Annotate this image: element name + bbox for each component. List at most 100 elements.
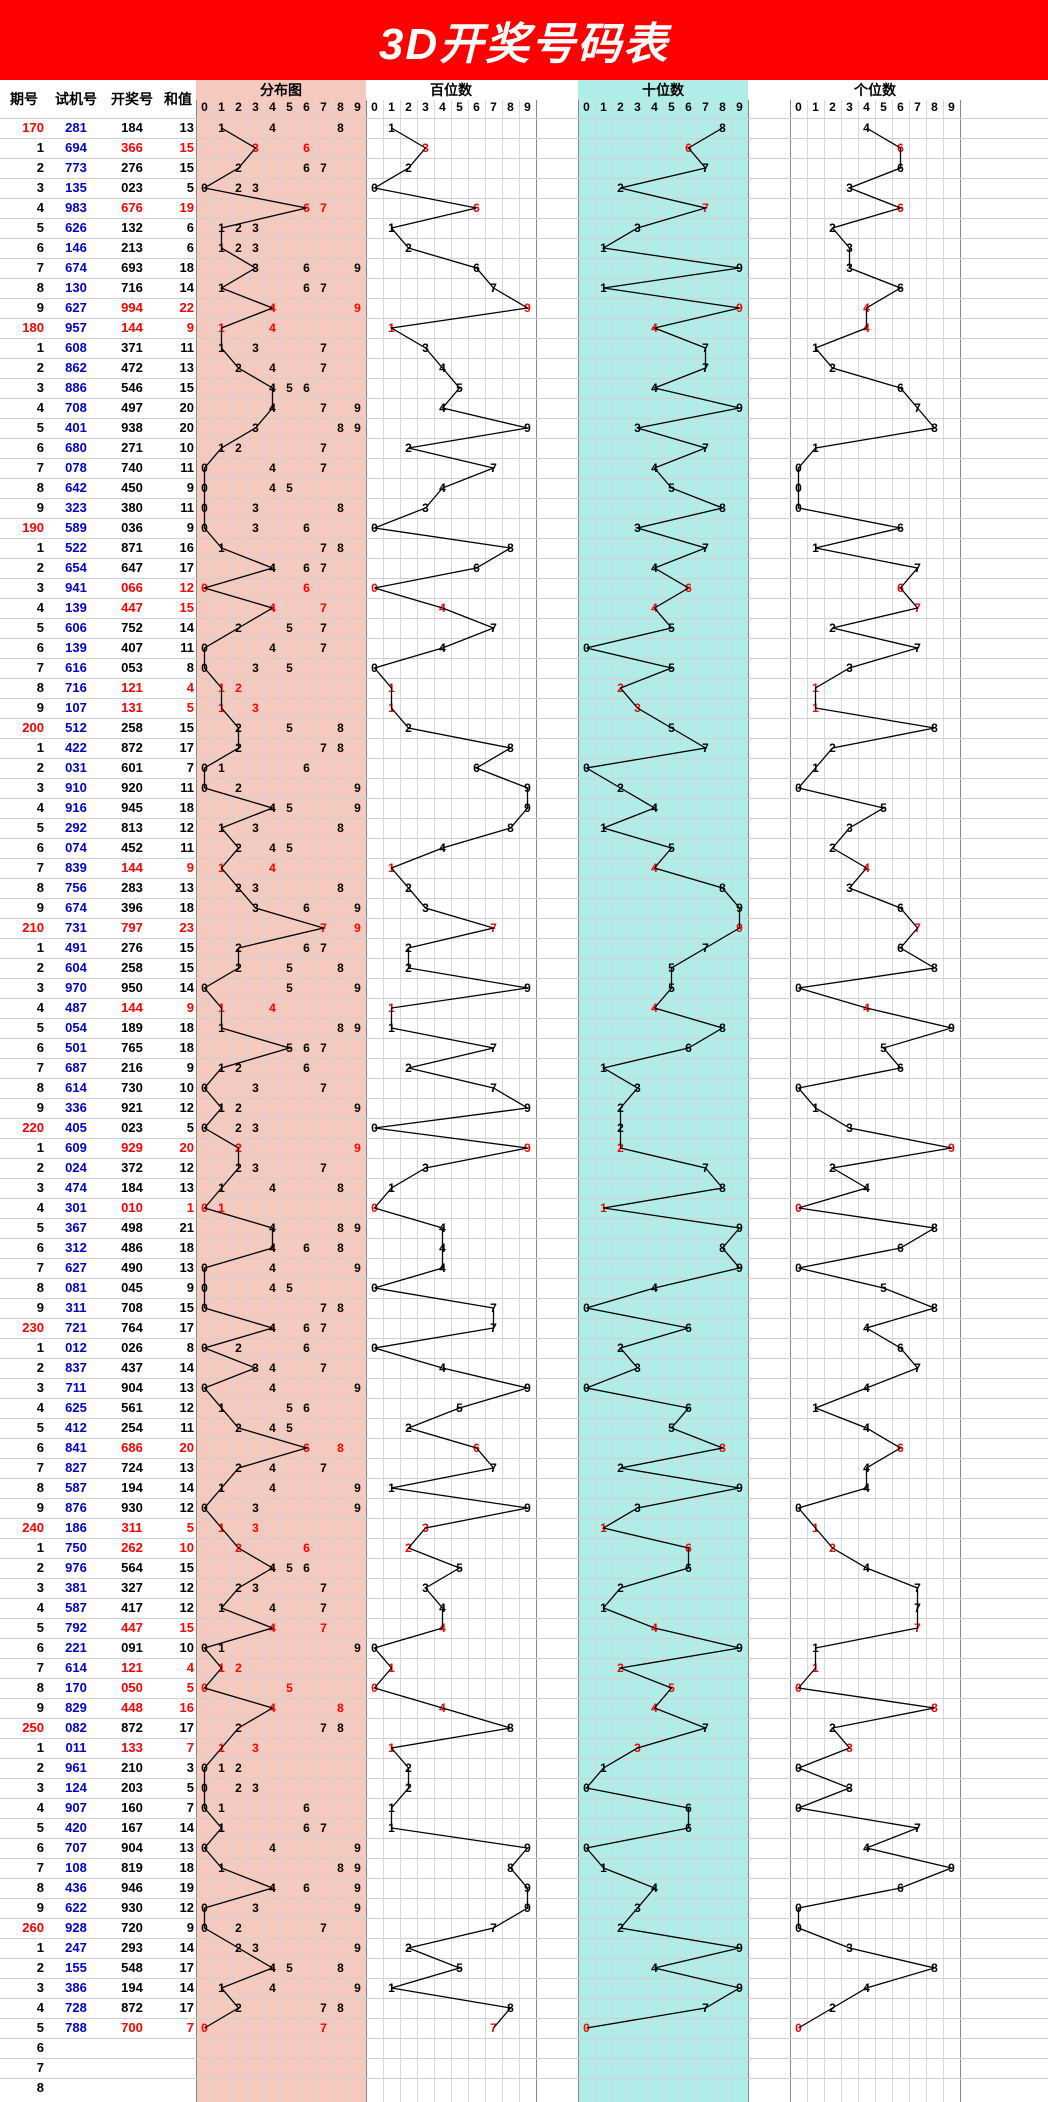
ge-digit: 2 <box>824 1158 841 1178</box>
cell-hezhi: 15 <box>160 718 196 738</box>
fenbu-digit: 4 <box>264 1978 281 1998</box>
cell-shiji: 708 <box>48 398 104 418</box>
hdr-digit: 6 <box>892 100 909 118</box>
cell-shiji: 011 <box>48 1738 104 1758</box>
ge-digit: 4 <box>858 858 875 878</box>
fenbu-digit: 7 <box>315 158 332 178</box>
fenbu-digit: 7 <box>315 198 332 218</box>
hdr-digit: 3 <box>247 100 264 118</box>
ge-digit: 8 <box>926 1698 943 1718</box>
cell-qihao: 9 <box>0 498 48 518</box>
cell-qihao: 2 <box>0 558 48 578</box>
hdr-digit: 2 <box>400 100 417 118</box>
cell-shiji: 301 <box>48 1198 104 1218</box>
cell-qihao: 7 <box>0 258 48 278</box>
shi-digit: 9 <box>731 918 748 938</box>
cell-shiji: 155 <box>48 1958 104 1978</box>
fenbu-digit: 2 <box>230 1138 247 1158</box>
cell-qihao: 7 <box>0 1858 48 1878</box>
cell-hezhi: 14 <box>160 618 196 638</box>
fenbu-digit: 0 <box>196 638 213 658</box>
bai-digit: 1 <box>383 678 400 698</box>
cell-qihao: 8 <box>0 2078 48 2098</box>
ge-digit: 0 <box>790 1498 807 1518</box>
cell-qihao: 3 <box>0 178 48 198</box>
shi-digit: 0 <box>578 2018 595 2038</box>
cell-qihao: 4 <box>0 598 48 618</box>
ge-digit: 9 <box>943 1138 960 1158</box>
cell-shiji: 731 <box>48 918 104 938</box>
cell-shiji: 654 <box>48 558 104 578</box>
hdr-digit: 3 <box>417 100 434 118</box>
ge-digit: 6 <box>892 578 909 598</box>
cell-kaijiang: 872 <box>104 1718 160 1738</box>
fenbu-digit: 8 <box>332 1958 349 1978</box>
cell-qihao: 5 <box>0 2018 48 2038</box>
fenbu-digit: 2 <box>230 1098 247 1118</box>
cell-hezhi: 13 <box>160 118 196 138</box>
cell-qihao: 4 <box>0 1998 48 2018</box>
fenbu-digit: 7 <box>315 2018 332 2038</box>
cell-shiji: 401 <box>48 418 104 438</box>
cell-qihao: 8 <box>0 1478 48 1498</box>
cell-qihao: 5 <box>0 218 48 238</box>
fenbu-digit: 8 <box>332 1178 349 1198</box>
ge-digit: 6 <box>892 278 909 298</box>
cell-kaijiang: 447 <box>104 598 160 618</box>
cell-shiji: 916 <box>48 798 104 818</box>
fenbu-digit: 7 <box>315 1618 332 1638</box>
bai-digit: 1 <box>383 318 400 338</box>
bai-digit: 1 <box>383 1738 400 1758</box>
fenbu-digit: 0 <box>196 1118 213 1138</box>
cell-qihao: 7 <box>0 1258 48 1278</box>
shi-digit: 8 <box>714 1018 731 1038</box>
hdr-fenbu: 分布图 <box>196 80 366 100</box>
cell-hezhi: 14 <box>160 978 196 998</box>
shi-digit: 4 <box>646 378 663 398</box>
cell-qihao: 6 <box>0 1038 48 1058</box>
cell-hezhi: 7 <box>160 2018 196 2038</box>
cell-qihao: 9 <box>0 1698 48 1718</box>
fenbu-digit: 1 <box>213 318 230 338</box>
fenbu-digit: 4 <box>264 558 281 578</box>
cell-shiji: 756 <box>48 878 104 898</box>
fenbu-digit: 1 <box>213 1818 230 1838</box>
fenbu-digit: 1 <box>213 818 230 838</box>
cell-qihao: 1 <box>0 1538 48 1558</box>
cell-qihao: 1 <box>0 138 48 158</box>
bai-digit: 3 <box>417 498 434 518</box>
cell-qihao: 240 <box>0 1518 48 1538</box>
cell-hezhi: 11 <box>160 838 196 858</box>
fenbu-digit: 6 <box>298 1338 315 1358</box>
ge-digit: 0 <box>790 498 807 518</box>
ge-digit: 4 <box>858 1178 875 1198</box>
cell-hezhi <box>160 2038 196 2058</box>
cell-kaijiang: 194 <box>104 1478 160 1498</box>
fenbu-digit: 8 <box>332 1858 349 1878</box>
bai-digit: 7 <box>485 1038 502 1058</box>
shi-digit: 8 <box>714 1438 731 1458</box>
cell-hezhi: 8 <box>160 1338 196 1358</box>
shi-digit: 9 <box>731 298 748 318</box>
cell-qihao: 1 <box>0 738 48 758</box>
bai-digit: 4 <box>434 1618 451 1638</box>
cell-hezhi: 20 <box>160 398 196 418</box>
fenbu-digit: 4 <box>264 798 281 818</box>
fenbu-digit: 6 <box>298 1398 315 1418</box>
fenbu-digit: 4 <box>264 458 281 478</box>
fenbu-digit: 5 <box>281 958 298 978</box>
cell-kaijiang: 546 <box>104 378 160 398</box>
bai-digit: 9 <box>519 778 536 798</box>
cell-kaijiang: 283 <box>104 878 160 898</box>
fenbu-digit: 9 <box>349 398 366 418</box>
bai-digit: 9 <box>519 1498 536 1518</box>
cell-qihao: 2 <box>0 758 48 778</box>
fenbu-digit: 9 <box>349 298 366 318</box>
cell-shiji: 405 <box>48 1118 104 1138</box>
ge-digit: 6 <box>892 158 909 178</box>
shi-digit: 7 <box>697 938 714 958</box>
bai-digit: 1 <box>383 698 400 718</box>
cell-shiji: 135 <box>48 178 104 198</box>
cell-qihao: 8 <box>0 278 48 298</box>
ge-digit: 7 <box>909 398 926 418</box>
